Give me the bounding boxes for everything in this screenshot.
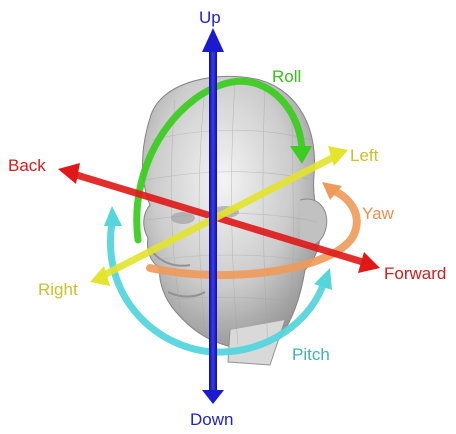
roll-arrow (133, 77, 312, 244)
label-pitch: Pitch (292, 345, 330, 364)
label-yaw: Yaw (362, 204, 395, 223)
label-roll: Roll (272, 67, 301, 86)
left-right-axis (90, 146, 348, 286)
label-down: Down (190, 410, 233, 429)
up-down-axis (202, 28, 224, 404)
label-up: Up (199, 8, 221, 27)
label-back: Back (8, 156, 46, 175)
label-left: Left (350, 146, 379, 165)
label-right: Right (38, 280, 78, 299)
label-forward: Forward (384, 264, 446, 283)
